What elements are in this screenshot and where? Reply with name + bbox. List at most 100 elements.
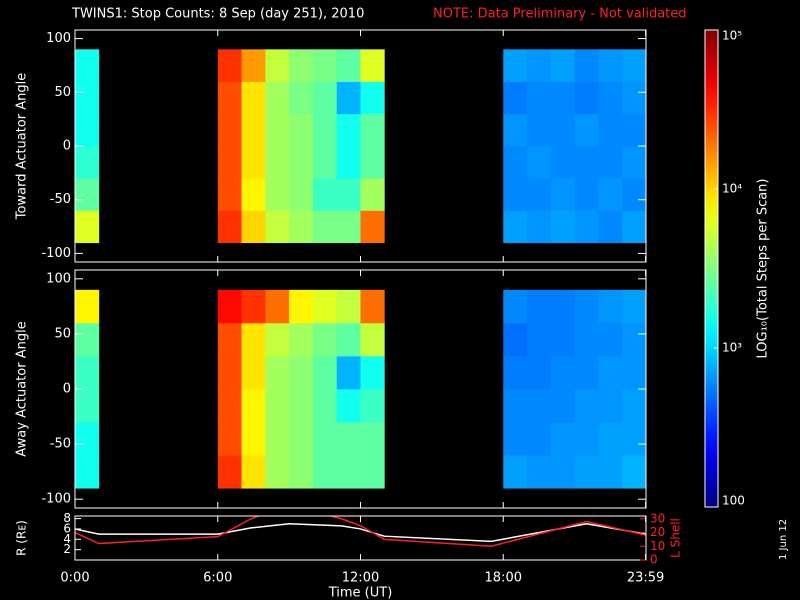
heatmap-cell: [265, 289, 290, 324]
heatmap-cell: [360, 455, 385, 489]
heatmap-cell: [550, 178, 576, 211]
heatmap-cell: [217, 210, 242, 244]
heatmap-cell: [574, 322, 599, 357]
heatmap-cell: [241, 81, 266, 115]
heatmap-cell: [622, 289, 647, 324]
heatmap-cell: [312, 455, 338, 489]
heatmap-cell: [527, 49, 552, 82]
x-tick-label: 23:59: [627, 571, 664, 586]
heatmap-cell: [527, 210, 552, 244]
heatmap-cell: [574, 49, 599, 82]
heatmap-cell: [360, 146, 385, 179]
heatmap-cell: [75, 455, 100, 489]
y-tick-label: 50: [54, 326, 71, 341]
y-tick-label: 50: [54, 85, 71, 100]
heatmap-cell: [312, 146, 338, 179]
heatmap-cell: [574, 81, 599, 115]
heatmap-cell: [336, 81, 361, 115]
heatmap-cell: [289, 355, 314, 390]
y-axis-label: Toward Actuator Angle: [15, 73, 30, 220]
heatmap-cell: [574, 422, 599, 456]
heatmap-cell: [75, 49, 100, 82]
heatmap-cell: [503, 210, 528, 244]
heatmap-cell: [75, 355, 100, 390]
y-tick-label: 0: [63, 139, 71, 154]
x-tick-label: 12:00: [342, 571, 379, 586]
heatmap-cell: [360, 422, 385, 456]
heatmap-cell: [503, 455, 528, 489]
heatmap-cell: [217, 49, 242, 82]
heatmap-cell: [217, 322, 242, 357]
heatmap-cell: [503, 49, 528, 82]
heatmap-cell: [336, 322, 361, 357]
y-tick-label: 0: [63, 382, 71, 397]
y-tick-label: 8: [63, 511, 71, 525]
heatmap-cell: [217, 355, 242, 390]
heatmap-cell: [265, 178, 290, 211]
heatmap-cell: [550, 455, 576, 489]
heatmap-cell: [312, 49, 338, 82]
heatmap-cell: [289, 113, 314, 147]
heatmap-cell: [336, 49, 361, 82]
heatmap-cell: [574, 113, 599, 147]
y-tick-label: -100: [41, 246, 71, 261]
heatmap-cell: [289, 146, 314, 179]
y-tick-label: 100: [46, 31, 71, 46]
heatmap-cell: [503, 81, 528, 115]
heatmap-cell: [527, 322, 552, 357]
note: NOTE: Data Preliminary - Not validated: [433, 7, 687, 22]
heatmap-cell: [622, 81, 647, 115]
heatmap-cell: [312, 289, 338, 324]
heatmap-cell: [622, 210, 647, 244]
x-tick-label: 0:00: [60, 571, 89, 586]
heatmap-cell: [503, 289, 528, 324]
y-tick-label: 2: [63, 542, 71, 556]
heatmap-cell: [598, 49, 623, 82]
heatmap-cell: [336, 289, 361, 324]
heatmap-cell: [360, 289, 385, 324]
heatmap-cell: [289, 81, 314, 115]
heatmap-cell: [527, 389, 552, 423]
heatmap-cell: [241, 49, 266, 82]
y-tick-label: 6: [63, 521, 71, 535]
heatmap-cell: [75, 113, 100, 147]
heatmap-cell: [289, 322, 314, 357]
heatmap-cell: [598, 81, 623, 115]
heatmap-cell: [312, 322, 338, 357]
heatmap-cell: [527, 422, 552, 456]
heatmap-cell: [289, 210, 314, 244]
heatmap-cell: [574, 289, 599, 324]
heatmap-cell: [503, 322, 528, 357]
heatmap-cell: [75, 289, 100, 324]
heatmap-cell: [622, 422, 647, 456]
heatmap-cell: [336, 422, 361, 456]
heatmap-cell: [336, 113, 361, 147]
heatmap-cell: [360, 178, 385, 211]
heatmap-cell: [265, 422, 290, 456]
heatmap-cell: [622, 49, 647, 82]
heatmap-cell: [598, 322, 623, 357]
heatmap-cell: [241, 322, 266, 357]
y2-tick-label: 0: [650, 553, 658, 567]
heatmap-cell: [75, 178, 100, 211]
heatmap-cell: [550, 389, 576, 423]
heatmap-cell: [503, 355, 528, 390]
heatmap-cell: [503, 422, 528, 456]
heatmap-cell: [217, 422, 242, 456]
heatmap-cell: [241, 422, 266, 456]
heatmap-cell: [360, 49, 385, 82]
heatmap-cell: [598, 210, 623, 244]
heatmap-cell: [241, 210, 266, 244]
heatmap-cell: [75, 210, 100, 244]
y-tick-label: -50: [50, 437, 71, 452]
data-line: [75, 516, 646, 548]
colorbar-label: LOG₁₀(Total Steps per Scan): [756, 179, 771, 359]
heatmap-cell: [75, 389, 100, 423]
heatmap-cell: [336, 178, 361, 211]
x-axis-label: Time (UT): [328, 586, 393, 600]
heatmap-cell: [360, 322, 385, 357]
heatmap-cell: [75, 322, 100, 357]
heatmap-cell: [217, 389, 242, 423]
heatmap-cell: [75, 422, 100, 456]
